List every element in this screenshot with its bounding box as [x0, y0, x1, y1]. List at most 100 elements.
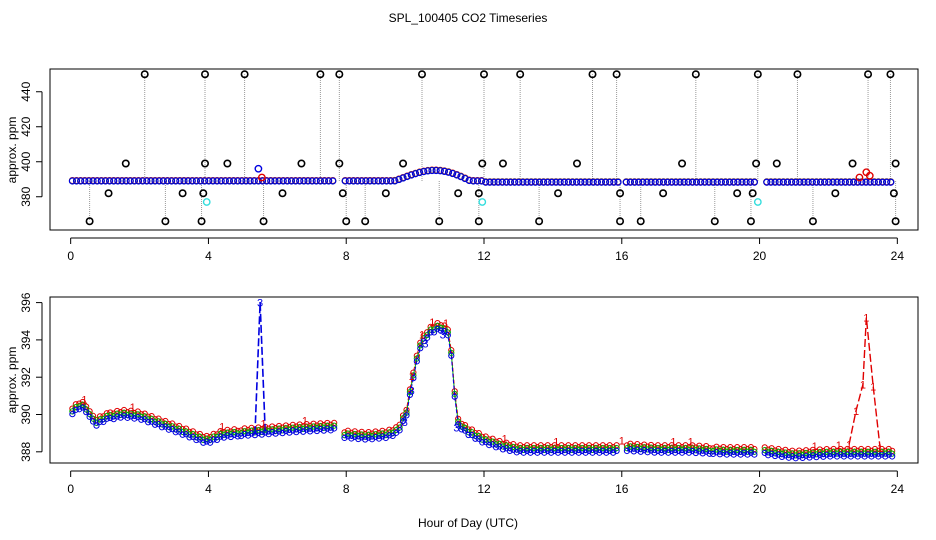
data-point-blue	[139, 177, 147, 185]
data-point-blue	[771, 178, 779, 186]
series-point-3	[186, 434, 193, 441]
data-point-blue	[734, 178, 742, 186]
data-point-blue	[85, 177, 93, 185]
data-point-blue	[155, 177, 163, 185]
chart-title: SPL_100405 CO2 Timeseries	[389, 11, 548, 25]
series-point-3	[182, 431, 190, 438]
series-point-3	[303, 426, 310, 433]
data-point-blue	[498, 178, 506, 186]
data-point-blue	[279, 177, 287, 185]
data-point-blue	[506, 178, 515, 186]
data-point-blue	[188, 177, 196, 185]
series-point-3	[207, 439, 214, 446]
series-point-3	[89, 418, 97, 425]
series-point-3	[751, 451, 758, 458]
data-point-blue	[651, 178, 659, 186]
data-point-blue	[775, 178, 783, 186]
data-point-blue	[535, 178, 544, 186]
series-label-1: 1	[302, 415, 308, 427]
series-point-2	[665, 446, 672, 454]
series-label-3: 3	[440, 330, 446, 342]
data-point-blue	[494, 178, 502, 186]
series-point-3	[158, 424, 166, 431]
series-label-1: 1	[688, 436, 694, 448]
data-point-blue	[403, 172, 411, 181]
data-point-blue	[705, 178, 713, 186]
data-point-blue	[114, 177, 122, 185]
data-point-blue	[374, 177, 382, 185]
data-point-blue	[647, 178, 655, 186]
series-point-3	[451, 393, 458, 400]
series-point-2	[610, 446, 617, 454]
series-point-3	[131, 415, 138, 422]
calibration-point	[733, 189, 742, 198]
spike-point-high	[516, 70, 525, 79]
series-point-3	[878, 451, 885, 458]
data-point-blue	[436, 167, 444, 175]
spike-point-high	[753, 70, 762, 79]
data-point-blue	[432, 166, 440, 175]
series-point-3	[692, 449, 699, 457]
bottom-x-tick-label: 4	[205, 482, 212, 496]
data-point-blue	[420, 168, 428, 176]
data-point-blue	[829, 178, 837, 186]
series-point-2	[289, 424, 296, 431]
top-x-tick-label: 8	[343, 249, 350, 263]
series-point-3	[678, 449, 686, 456]
data-point-blue	[118, 177, 126, 185]
data-point-blue	[234, 177, 242, 185]
data-point-blue	[176, 177, 184, 185]
calibration-point	[498, 159, 507, 168]
data-point-blue	[300, 177, 308, 185]
series-point-3	[489, 441, 496, 448]
series-point-3	[103, 415, 110, 422]
data-point-blue	[457, 173, 465, 181]
series-point-3	[406, 391, 414, 399]
series-point-3	[107, 414, 114, 422]
series-point-3	[224, 432, 231, 439]
series-label-1: 1	[219, 422, 225, 434]
series-point-3	[517, 447, 524, 454]
series-point-3	[486, 441, 493, 449]
series-point-3	[623, 447, 631, 455]
series-point-3	[355, 435, 362, 443]
series-point-3	[424, 334, 431, 341]
series-point-3	[513, 449, 520, 456]
data-point-blue	[763, 178, 771, 186]
data-point-blue	[172, 177, 180, 185]
data-point-blue	[258, 177, 267, 185]
series-label-1: 1	[419, 329, 425, 341]
series-point-3	[809, 452, 817, 459]
series-point-3	[372, 433, 379, 441]
series-point-3	[269, 428, 276, 436]
series-point-3	[709, 450, 717, 458]
series-point-2	[882, 450, 889, 457]
spike-point-high	[691, 70, 700, 79]
spike-point-high	[417, 70, 426, 79]
series-point-3	[151, 421, 159, 428]
series-point-2	[734, 446, 741, 454]
calibration-point	[572, 159, 581, 168]
data-point-blue	[821, 178, 829, 186]
series-point-3	[882, 453, 889, 460]
series-point-3	[427, 329, 434, 336]
series-point-3	[654, 447, 662, 454]
series-point-3	[492, 444, 500, 451]
data-point-blue	[701, 178, 709, 186]
series-label-3: 3	[422, 338, 428, 350]
data-point-blue	[614, 178, 622, 186]
series-label-1: 1	[619, 436, 625, 448]
series-point-3	[637, 448, 644, 455]
data-point-blue	[527, 178, 535, 186]
red-spike-label: 1	[853, 406, 859, 418]
series-point-2	[155, 418, 162, 425]
series-point-3	[420, 338, 427, 345]
data-point-blue	[242, 177, 250, 185]
series-line-1	[344, 322, 617, 448]
data-point-blue	[320, 177, 329, 185]
spike-point-low	[746, 217, 755, 226]
data-point-blue	[610, 178, 618, 186]
blue-spike-label: 3	[257, 298, 263, 310]
series-point-3	[417, 345, 424, 352]
spike-point-high	[793, 70, 802, 79]
